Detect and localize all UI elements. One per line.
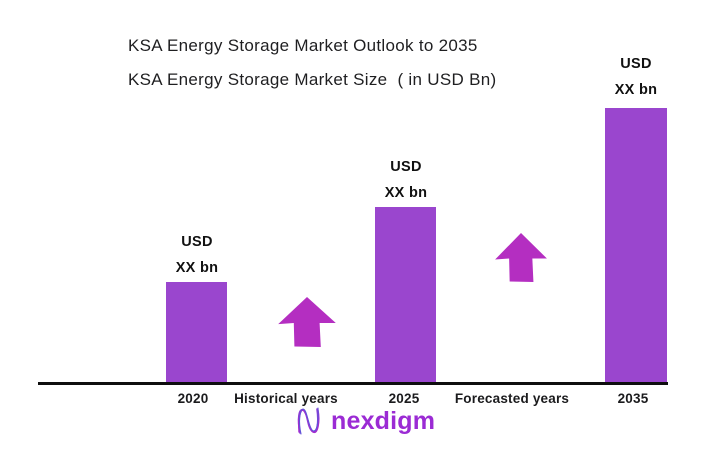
x-label-forecasted-years: Forecasted years [454, 391, 570, 406]
bar-value-label-2020: USD XX bn [147, 229, 247, 281]
bar-value-usd: USD [181, 234, 213, 250]
bar-value-label-2035: USD XX bn [586, 51, 686, 103]
bar-value-amount: XX bn [175, 260, 219, 276]
bar-value-usd: USD [620, 56, 652, 72]
chart-title: KSA Energy Storage Market Outlook to 203… [128, 36, 478, 55]
up-arrow-icon [277, 296, 337, 348]
x-axis-line [38, 382, 668, 385]
nexdigm-wave-n-icon [296, 403, 326, 439]
bar-value-amount: XX bn [614, 82, 658, 98]
bar-2025 [375, 207, 436, 382]
chart-subtitle: KSA Energy Storage Market Size ( in USD … [128, 70, 497, 89]
nexdigm-logo-text: nexdigm [331, 407, 436, 435]
bar-value-usd: USD [390, 159, 422, 175]
bar-2020 [166, 282, 227, 382]
bar-value-label-2025: USD XX bn [356, 154, 456, 206]
bar-value-amount: XX bn [384, 185, 428, 201]
x-label-2020: 2020 [177, 391, 209, 406]
x-label-2025: 2025 [388, 391, 420, 406]
bar-2035 [605, 108, 667, 382]
nexdigm-logo: nexdigm [296, 403, 435, 439]
x-label-2035: 2035 [617, 391, 649, 406]
up-arrow-icon [494, 232, 548, 283]
x-label-historical-years: Historical years [234, 391, 338, 406]
